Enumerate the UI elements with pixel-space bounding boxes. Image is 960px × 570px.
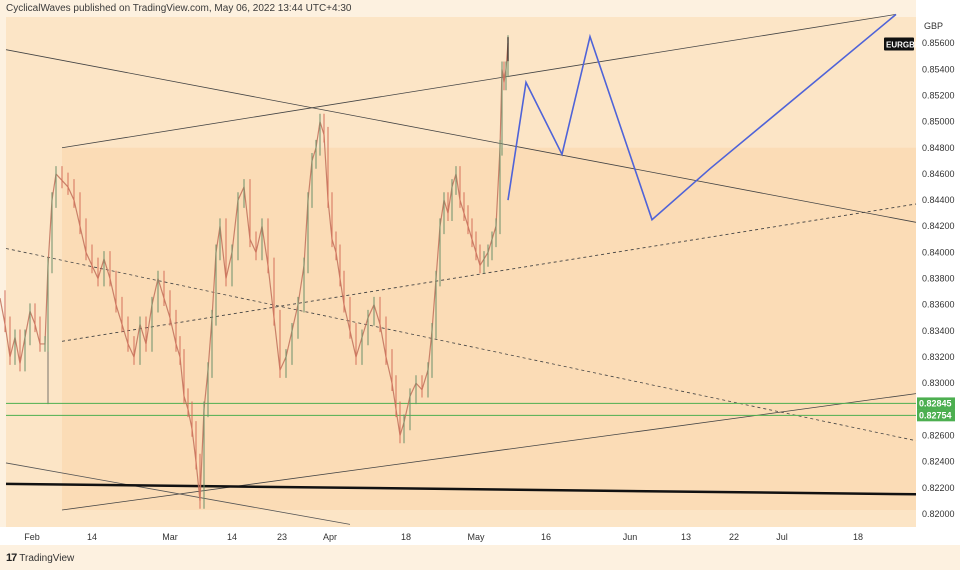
price-label-text: 0.82845 (919, 398, 952, 408)
price-series-layer (0, 35, 509, 509)
y-tick-label: 0.83400 (922, 326, 955, 336)
x-tick-label: Jun (623, 532, 638, 542)
channel-shade (62, 147, 916, 510)
axes-layer: 0.85600 0.85400 0.85200 0.85000 0.84800 0.846… (24, 21, 955, 542)
x-tick-label: May (467, 532, 485, 542)
y-tick-label: 0.84200 (922, 221, 955, 231)
price-label-box (917, 409, 955, 422)
symbol-badge (884, 37, 914, 51)
x-tick-label: 14 (227, 532, 237, 542)
y-tick-label: 0.83000 (922, 378, 955, 388)
time-axis-panel (0, 527, 916, 545)
brand-name: TradingView (19, 552, 75, 564)
y-tick-label: 0.85200 (922, 90, 955, 100)
x-tick-label: 18 (401, 532, 411, 542)
trendlines-layer (5, 13, 917, 525)
x-tick-label: 23 (277, 532, 287, 542)
x-tick-label: 14 (87, 532, 97, 542)
y-tick-label: 0.84000 (922, 247, 955, 257)
y-tick-label: 0.82600 (922, 430, 955, 440)
y-tick-label: 0.84800 (922, 143, 955, 153)
x-tick-label: Apr (323, 532, 337, 542)
price-label-box (917, 397, 955, 410)
x-tick-label: 22 (729, 532, 739, 542)
x-tick-label: 13 (681, 532, 691, 542)
bottom-descending-line (5, 462, 351, 525)
y-tick-label: 0.82400 (922, 457, 955, 467)
upper-channel-line (61, 13, 897, 149)
ascending-dashed-midline (61, 203, 917, 342)
y-tick-label: 0.82000 (922, 509, 955, 519)
forecast-path (507, 13, 897, 222)
tradingview-logo-icon: 17 (6, 552, 17, 564)
x-tick-label: Feb (24, 532, 40, 542)
price-label-text: 0.82754 (919, 410, 952, 420)
x-tick-label: 18 (853, 532, 863, 542)
y-tick-label: 0.83200 (922, 352, 955, 362)
price-axis-panel (916, 0, 960, 545)
descending-resistance-line (5, 49, 917, 223)
currency-label: GBP (924, 21, 943, 31)
descending-dashed-midline (5, 248, 917, 442)
thick-support-line (5, 482, 917, 496)
y-tick-label: 0.85400 (922, 64, 955, 74)
forecast-layer (507, 13, 897, 222)
y-tick-label: 0.83600 (922, 300, 955, 310)
publish-header: CyclicalWaves published on TradingView.c… (6, 3, 352, 14)
y-tick-label: 0.83800 (922, 274, 955, 284)
y-tick-label: 0.84600 (922, 169, 955, 179)
x-tick-label: Jul (776, 532, 788, 542)
y-tick-label: 0.82200 (922, 483, 955, 493)
y-tick-label: 0.85000 (922, 117, 955, 127)
footer: 17 TradingView (6, 552, 74, 564)
y-tick-label: 0.85600 (922, 38, 955, 48)
x-tick-label: 16 (541, 532, 551, 542)
x-tick-label: Mar (162, 532, 178, 542)
y-tick-label: 0.84400 (922, 195, 955, 205)
symbol-label: EURGBP (886, 40, 921, 49)
